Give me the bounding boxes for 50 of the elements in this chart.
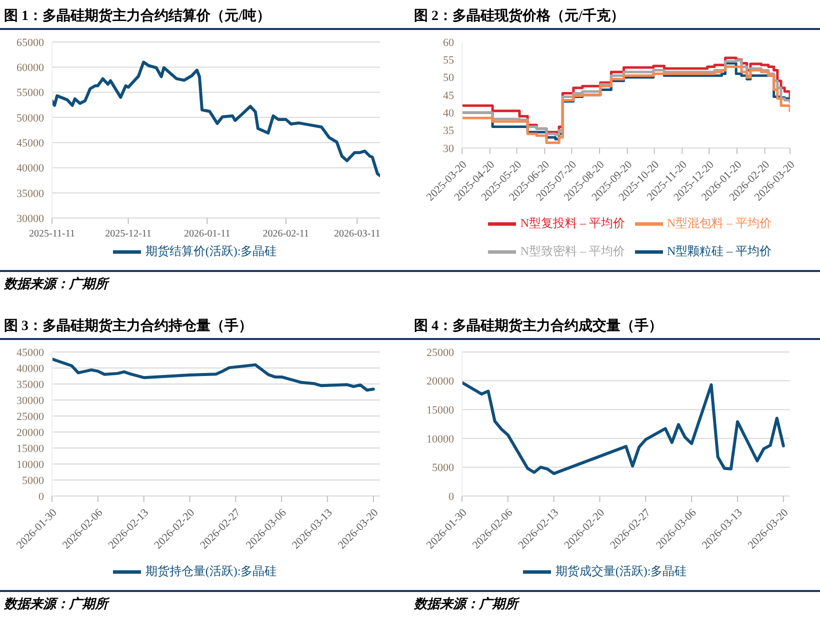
x-tick-label: 2026-01-11 <box>184 228 230 240</box>
legend-label: 期货成交量(活跃):多晶硅 <box>555 564 687 578</box>
chart-title: 图 1：多晶硅期货主力合约结算价（元/吨） <box>0 6 410 30</box>
y-tick-label: 60 <box>443 36 454 49</box>
y-tick-label: 35 <box>443 125 454 138</box>
source-note: 数据来源：广期所 <box>414 596 518 611</box>
x-tick-label: 2025-12-11 <box>105 228 152 240</box>
legend-label: N型混包料 – 平均价 <box>667 216 772 230</box>
y-tick-label: 45000 <box>16 346 44 359</box>
x-tick-label: 2025-11-11 <box>29 228 75 240</box>
y-tick-label: 50 <box>443 72 454 84</box>
y-tick-label: 55 <box>443 54 454 67</box>
legend-label: 期货持仓量(活跃):多晶硅 <box>145 564 277 578</box>
y-tick-label: 25000 <box>16 410 44 423</box>
y-tick-label: 35000 <box>16 378 44 391</box>
legend-label: N型复投料 – 平均价 <box>520 216 625 230</box>
y-tick-label: 0 <box>38 490 44 503</box>
legend-label: 期货结算价(活跃):多晶硅 <box>145 244 277 258</box>
y-tick-label: 20000 <box>16 426 44 439</box>
source-note: 数据来源：广期所 <box>4 596 108 611</box>
legend-label: N型致密料 – 平均价 <box>520 244 625 258</box>
y-tick-label: 0 <box>448 490 454 503</box>
y-tick-label: 25000 <box>426 346 454 359</box>
y-tick-label: 45000 <box>16 137 44 150</box>
y-tick-label: 5000 <box>432 462 454 474</box>
y-tick-label: 30000 <box>16 394 44 407</box>
y-tick-label: 20000 <box>426 376 454 388</box>
x-tick-label: 2026-03-11 <box>334 228 380 240</box>
x-tick-label: 2026-02-11 <box>262 228 310 240</box>
y-tick-label: 15000 <box>426 404 454 417</box>
y-tick-label: 15000 <box>16 442 44 455</box>
y-tick-label: 40000 <box>16 362 44 375</box>
y-tick-label: 10000 <box>16 458 44 471</box>
y-tick-label: 30 <box>443 142 454 155</box>
y-tick-label: 5000 <box>22 474 44 487</box>
chart-title: 图 4：多晶硅期货主力合约成交量（手） <box>410 316 820 340</box>
y-tick-label: 55000 <box>16 87 44 100</box>
y-tick-label: 35000 <box>16 188 44 200</box>
chart-title: 图 3：多晶硅期货主力合约持仓量（手） <box>0 316 410 340</box>
legend-label: N型颗粒硅 – 平均价 <box>667 244 772 258</box>
y-tick-label: 10000 <box>426 433 454 446</box>
chart-title: 图 2：多晶硅现货价格（元/千克） <box>410 6 820 30</box>
y-tick-label: 30000 <box>16 212 44 225</box>
source-note: 数据来源：广期所 <box>4 276 108 291</box>
y-tick-label: 40 <box>443 108 454 120</box>
y-tick-label: 50000 <box>16 112 44 124</box>
y-tick-label: 40000 <box>16 162 44 175</box>
y-tick-label: 60000 <box>16 62 44 74</box>
y-tick-label: 45 <box>443 90 454 102</box>
y-tick-label: 65000 <box>16 36 44 49</box>
